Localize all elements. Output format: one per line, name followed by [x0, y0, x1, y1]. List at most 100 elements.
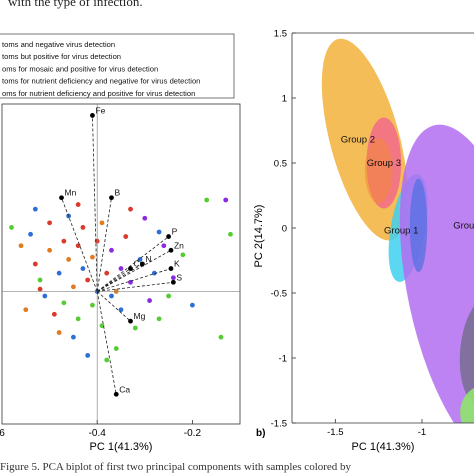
panel-a-point-57: [156, 229, 162, 235]
loading-label-Fe: Fe: [95, 105, 105, 115]
overlap-group1-group: [409, 178, 428, 273]
panel-b-xtick-label-1: -1: [418, 427, 426, 438]
loading-point-Mn: [59, 195, 64, 201]
legend-item-0: toms and negative virus detection: [2, 40, 115, 49]
loading-point-K: [168, 266, 174, 271]
extra-ellipse-0: [459, 297, 474, 406]
panel-a-point-32: [118, 266, 124, 271]
panel-a-x-axis-label: PC 1(41.3%): [90, 441, 153, 453]
panel-a-point-51: [23, 307, 29, 313]
loading-point-S: [170, 279, 176, 285]
panel-a-point-54: [75, 202, 81, 207]
panel-a-point-49: [223, 197, 229, 203]
panel-b-group-plot: Group 2 Group 3 Group 1 Group 1.5 1 0.5 0 -0.5 -…: [253, 29, 474, 453]
loading-label-Zn: Zn: [174, 240, 184, 250]
panel-a-point-15: [71, 284, 76, 290]
panel-a-point-18: [80, 266, 86, 271]
panel-a-point-39: [147, 298, 152, 303]
panel-a-point-31: [113, 346, 119, 351]
panel-a-point-3: [32, 261, 38, 267]
panel-a-point-30: [109, 247, 114, 253]
panel-a-point-11: [61, 300, 67, 306]
legend-item-3: toms for nutrient deficiency and negativ…: [2, 77, 200, 86]
panel-a-point-8: [51, 311, 57, 317]
legend-item-2: oms for mosaic and positive for virus de…: [2, 64, 158, 73]
loading-label-Mn: Mn: [65, 188, 77, 198]
panel-a-point-53: [56, 330, 62, 335]
legend: toms and negative virus detection toms bu…: [0, 33, 235, 99]
panel-a-point-48: [218, 334, 224, 340]
loading-point-Fe: [90, 113, 95, 118]
panel-a-point-14: [71, 334, 76, 340]
panel-a-point-19: [80, 225, 86, 230]
loading-label-B: B: [114, 188, 120, 198]
loading-vector-B: [96, 197, 112, 292]
panel-b-ytick-label-6: -1.5: [271, 419, 287, 430]
panel-b-x-axis-label: PC 1(41.3%): [352, 441, 415, 453]
loading-label-Mg: Mg: [134, 311, 146, 321]
panel-b-xtick-label-0: -1.5: [327, 427, 343, 438]
panel-a-point-38: [142, 215, 148, 221]
panel-a-point-50: [228, 231, 233, 237]
panel-a-points: [9, 197, 233, 363]
panel-b-ytick-label-0: 1.5: [274, 29, 287, 40]
panel-b-ticks: 1.5 1 0.5 0 -0.5 -1 -1.5 -1.5 -1: [271, 29, 427, 439]
figure-caption-top: with the type of infection.: [8, 0, 143, 9]
panel-a-point-4: [37, 277, 43, 283]
loading-point-P: [166, 234, 172, 239]
extra-ellipse-1: [460, 387, 474, 423]
panel-a-point-44: [170, 275, 176, 281]
panel-a-point-33: [118, 307, 124, 313]
panel-a-point-43: [166, 293, 172, 299]
panel-a-point-27: [99, 220, 105, 226]
panel-a-point-56: [128, 206, 133, 212]
panel-a-point-36: [132, 325, 138, 331]
panel-b-ytick-label-4: -0.5: [271, 289, 287, 300]
panel-a-point-42: [161, 243, 167, 249]
loading-vector-Mn: [61, 197, 98, 292]
panel-a-point-1: [18, 243, 24, 249]
panel-a-point-59: [37, 286, 43, 292]
panel-a-point-34: [123, 234, 129, 239]
loading-label-Cu: Cu: [134, 259, 145, 269]
loading-label-K: K: [174, 259, 180, 269]
loading-vector-N: [96, 263, 143, 292]
panel-a-point-23: [90, 302, 95, 308]
loading-vector-Mg: [96, 291, 131, 322]
loading-label-Ca: Ca: [119, 384, 130, 394]
panel-a-point-37: [137, 257, 143, 262]
loading-point-Zn: [168, 247, 174, 253]
panel-a-point-17: [75, 316, 81, 322]
loading-point-Cu: [128, 266, 133, 271]
panel-b-ellipses: [321, 38, 474, 423]
panel-a-frame: [1, 103, 241, 425]
loading-point-N: [140, 261, 145, 267]
panel-a-point-2: [28, 231, 33, 237]
panel-a-point-52: [32, 206, 38, 212]
group-ellipse-3: [399, 124, 474, 423]
panel-a-point-22: [90, 254, 95, 260]
loading-label-N: N: [145, 254, 151, 264]
panel-a-edge-tick-label: 6: [0, 428, 5, 439]
panel-a-point-41: [156, 316, 162, 322]
loading-vector-Cu: [96, 268, 131, 292]
panel-a-loadings: Fe Mn B P Zn NCu KS Mg Ca: [2, 104, 240, 424]
loading-vector-Zn: [97, 249, 172, 292]
panel-a-point-7: [47, 220, 52, 226]
legend-item-4: oms for nutrient deficiency and positive…: [2, 89, 195, 98]
panel-a-point-9: [56, 270, 62, 276]
panel-a-point-5: [42, 293, 48, 299]
legend-item-1: toms but positive for virus detection: [2, 52, 121, 61]
panel-a-point-0: [9, 225, 14, 230]
loading-vector-P: [96, 236, 169, 292]
panel-a-point-12: [66, 257, 72, 262]
panel-a-xtick-label-0: -0.4: [89, 428, 107, 439]
panel-a-point-45: [180, 252, 186, 258]
loading-vector-K: [97, 268, 172, 292]
panel-a-x-ticks: -0.4 -0.2 6: [0, 420, 201, 439]
panel-a-point-10: [61, 238, 67, 244]
loading-vector-S: [97, 281, 174, 292]
panel-a-point-16: [75, 243, 81, 249]
panel-a-point-47: [204, 197, 210, 203]
